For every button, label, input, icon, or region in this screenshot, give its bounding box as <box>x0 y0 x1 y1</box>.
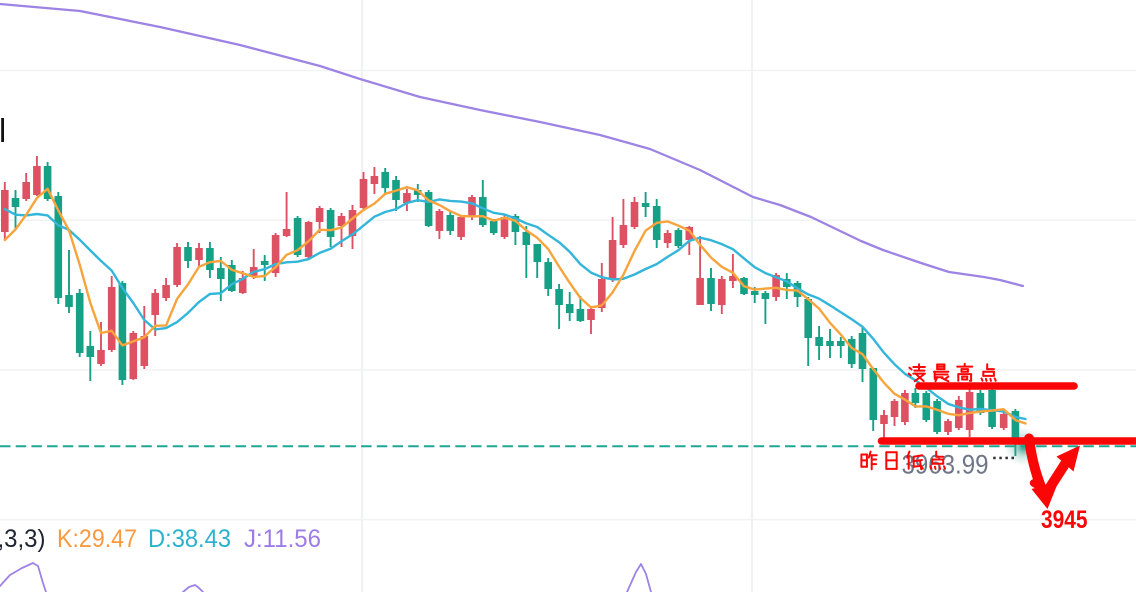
svg-text:3945: 3945 <box>1041 506 1088 534</box>
svg-text:,3,3): ,3,3) <box>0 525 46 553</box>
svg-text:3963.99: 3963.99 <box>902 449 989 479</box>
svg-text:K:29.47: K:29.47 <box>57 525 137 553</box>
svg-text:J:11.56: J:11.56 <box>244 525 321 553</box>
svg-text:D:38.43: D:38.43 <box>148 525 231 553</box>
